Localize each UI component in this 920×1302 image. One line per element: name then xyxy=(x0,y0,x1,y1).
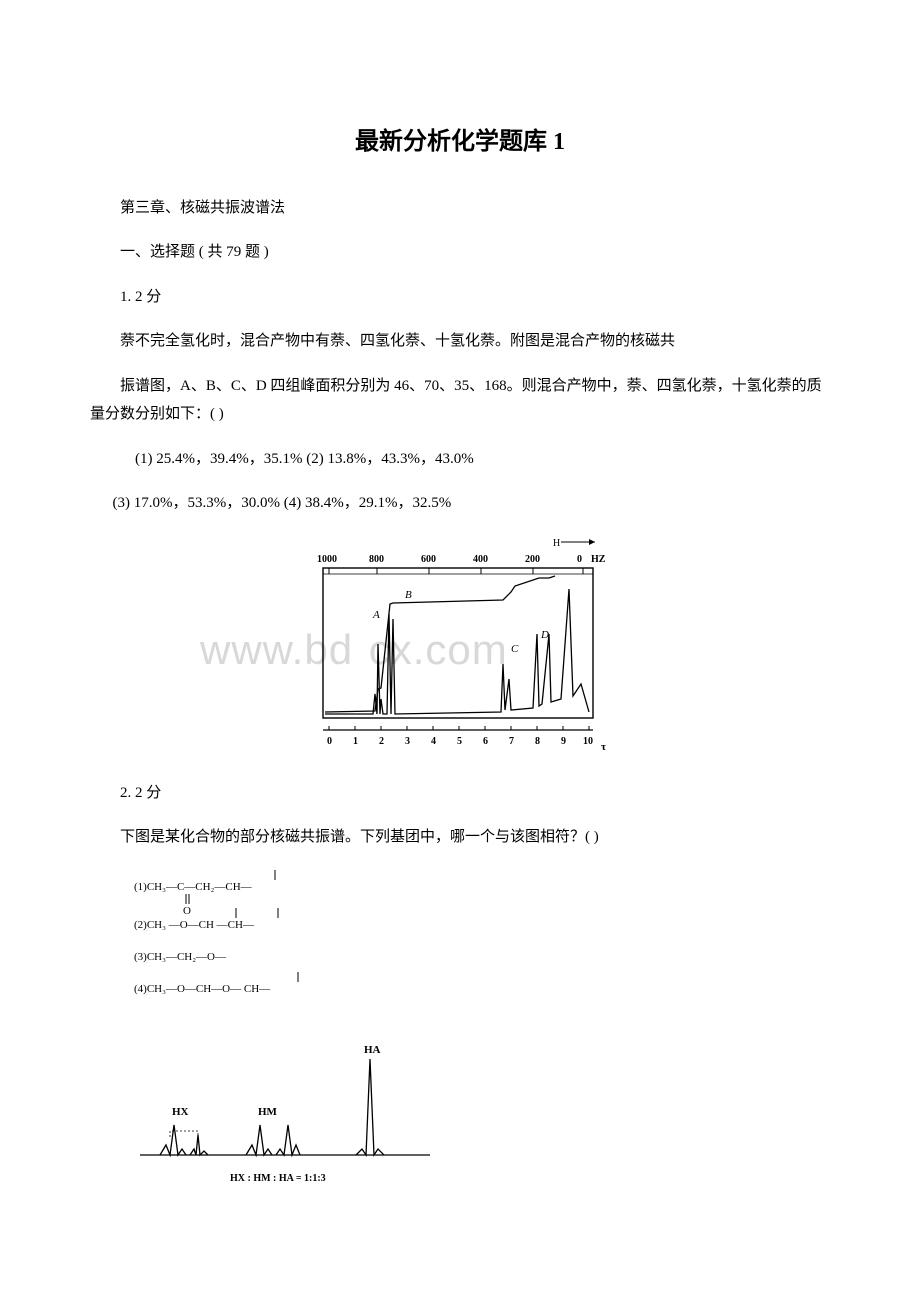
q1-text-line2: 振谱图，A、B、C、D 四组峰面积分别为 46、70、35、168。则混合产物中… xyxy=(90,372,830,429)
hm-label: HM xyxy=(258,1106,278,1118)
peak-label-c: C xyxy=(511,643,519,655)
svg-text:O: O xyxy=(183,905,191,917)
q1-number: 1. 2 分 xyxy=(90,283,830,312)
ratio-text: HX : HM : HA = 1:1:3 xyxy=(230,1173,326,1184)
peak-label-b: B xyxy=(405,589,412,601)
bot-tick-7: 7 xyxy=(509,736,514,747)
q1-options-34: (3) 17.0%，53.3%，30.0% (4) 38.4%，29.1%，32… xyxy=(113,489,831,518)
chapter-heading: 第三章、核磁共振波谱法 xyxy=(90,194,830,223)
q1-text-line1: 萘不完全氢化时，混合产物中有萘、四氢化萘、十氢化萘。附图是混合产物的核磁共 xyxy=(90,327,830,356)
bot-tick-10: 10 xyxy=(583,736,593,747)
bot-tick-9: 9 xyxy=(561,736,566,747)
bot-tick-1: 1 xyxy=(353,736,358,747)
section-heading: 一、选择题 ( 共 79 题 ) xyxy=(90,238,830,267)
svg-text:(1)CH₃—C—CH₂—CH—: (1)CH₃—C—CH₂—CH— xyxy=(134,881,253,893)
bot-tick-0: 0 xyxy=(327,736,332,747)
peak-label-d: D xyxy=(540,629,549,641)
top-tick-2: 600 xyxy=(421,554,436,565)
bot-tick-6: 6 xyxy=(483,736,488,747)
top-tick-5: 0 xyxy=(577,554,582,565)
top-tick-1: 800 xyxy=(369,554,384,565)
svg-text:(2)CH₃ —O—CH —CH—: (2)CH₃ —O—CH —CH— xyxy=(134,919,255,931)
page-title: 最新分析化学题库 1 xyxy=(90,120,830,166)
top-tick-3: 400 xyxy=(473,554,488,565)
bot-tick-4: 4 xyxy=(431,736,436,747)
peak-label-a: A xyxy=(372,609,380,621)
q2-number: 2. 2 分 xyxy=(90,779,830,808)
bot-tick-2: 2 xyxy=(379,736,384,747)
ha-label: HA xyxy=(364,1044,381,1056)
top-unit: HZ xyxy=(591,554,606,565)
bottom-unit: τ xyxy=(601,741,606,753)
q2-spectrum-figure: HA HX HM HX : HM : HA = 1:1:3 xyxy=(130,1037,450,1198)
h-arrow-label: H xyxy=(553,538,560,549)
q2-options-figure: (1)CH₃—C—CH₂—CH— O (2)CH₃ —O—CH —CH— (3)… xyxy=(130,868,450,1029)
bot-tick-8: 8 xyxy=(535,736,540,747)
bot-tick-5: 5 xyxy=(457,736,462,747)
svg-text:(3)CH₃—CH₂—O—: (3)CH₃—CH₂—O— xyxy=(134,951,227,963)
q2-text: 下图是某化合物的部分核磁共振谱。下列基团中，哪一个与该图相符？( ) xyxy=(90,823,830,852)
q1-options-12: (1) 25.4%，39.4%，35.1% (2) 13.8%，43.3%，43… xyxy=(90,445,830,474)
q1-nmr-chart: H 1000 800 600 400 200 0 HZ A B C D xyxy=(305,534,615,765)
top-tick-4: 200 xyxy=(525,554,540,565)
top-tick-0: 1000 xyxy=(317,554,337,565)
hx-label: HX xyxy=(172,1106,189,1118)
svg-text:(4)CH₃—O—CH—O— CH—: (4)CH₃—O—CH—O— CH— xyxy=(134,983,271,995)
bot-tick-3: 3 xyxy=(405,736,410,747)
